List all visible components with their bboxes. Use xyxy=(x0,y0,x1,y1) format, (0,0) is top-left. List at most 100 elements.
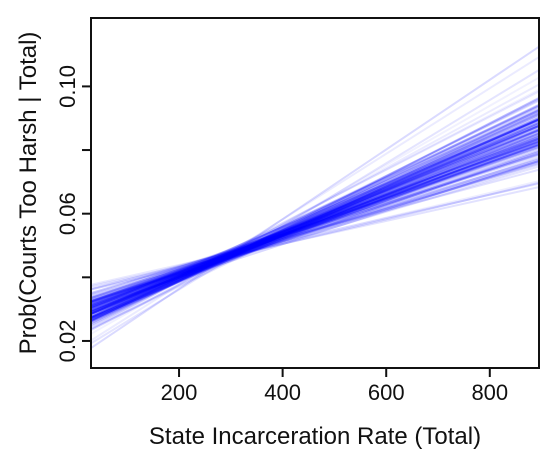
simulated-line xyxy=(91,139,539,310)
simulated-line xyxy=(91,137,539,303)
simulated-line xyxy=(91,146,539,299)
simulated-line xyxy=(91,143,539,304)
simulated-line xyxy=(91,180,539,290)
simulated-line xyxy=(91,159,539,308)
simulated-line xyxy=(91,119,539,323)
simulated-line xyxy=(91,145,539,307)
simulated-line xyxy=(91,136,539,308)
simulated-line xyxy=(91,113,539,323)
y-axis-title: Prob(Courts Too Harsh | Total) xyxy=(15,32,42,355)
simulated-line xyxy=(91,137,539,316)
simulated-line xyxy=(91,126,539,315)
simulated-line xyxy=(91,117,539,318)
simulated-line xyxy=(91,128,539,319)
simulated-line xyxy=(91,88,539,325)
simulated-line xyxy=(91,104,539,319)
simulated-line xyxy=(91,125,539,315)
simulated-line xyxy=(91,157,539,303)
simulated-line xyxy=(91,123,539,314)
simulated-line xyxy=(91,168,539,291)
simulated-line xyxy=(91,131,539,312)
simulated-line xyxy=(91,90,539,323)
simulated-line xyxy=(91,139,539,306)
simulated-line xyxy=(91,146,539,305)
simulated-line xyxy=(91,135,539,309)
simulated-line xyxy=(91,108,539,330)
simulated-line xyxy=(91,135,539,309)
y-tick-label: 0.10 xyxy=(55,65,80,108)
simulated-line xyxy=(91,99,539,322)
simulated-line xyxy=(91,182,539,286)
y-axis: 0.02 0.06 0.10 xyxy=(55,65,91,362)
simulated-line xyxy=(91,104,539,325)
simulated-line xyxy=(91,159,539,299)
simulated-line xyxy=(91,125,539,310)
simulated-line xyxy=(91,142,539,312)
simulated-line xyxy=(91,149,539,308)
simulated-line xyxy=(91,83,539,331)
simulated-line xyxy=(91,160,539,303)
simulated-line xyxy=(91,103,539,325)
simulated-line xyxy=(91,140,539,304)
simulated-line xyxy=(91,123,539,313)
simulated-line xyxy=(91,163,539,303)
simulated-line xyxy=(91,153,539,302)
simulated-line xyxy=(91,112,539,322)
simulated-line xyxy=(91,134,539,310)
simulated-line xyxy=(91,124,539,316)
simulated-line xyxy=(91,161,539,301)
x-axis: 200 400 600 800 xyxy=(161,368,508,405)
simulated-line xyxy=(91,141,539,306)
simulated-line xyxy=(91,97,539,328)
simulated-line xyxy=(91,113,539,318)
simulated-line xyxy=(91,158,539,294)
simulated-line xyxy=(91,107,539,314)
simulated-line xyxy=(91,141,539,303)
simulated-line xyxy=(91,118,539,309)
simulated-line xyxy=(91,143,539,303)
simulated-line xyxy=(91,186,539,288)
simulated-line xyxy=(91,165,539,301)
simulated-line xyxy=(91,138,539,312)
simulated-line xyxy=(91,96,539,332)
simulated-line xyxy=(91,140,539,308)
simulated-line xyxy=(91,155,539,296)
simulated-line xyxy=(91,117,539,318)
simulated-line xyxy=(91,121,539,315)
simulated-line xyxy=(91,121,539,321)
simulated-line xyxy=(91,109,539,325)
simulated-line xyxy=(91,137,539,303)
x-tick-label: 200 xyxy=(161,380,198,405)
simulated-line xyxy=(91,129,539,309)
simulated-line xyxy=(91,145,539,301)
simulated-line xyxy=(91,129,539,312)
simulated-line xyxy=(91,105,539,315)
simulated-line xyxy=(91,144,539,303)
simulated-line xyxy=(91,135,539,312)
x-tick-label: 600 xyxy=(368,380,405,405)
simulated-line xyxy=(91,150,539,307)
simulated-line xyxy=(91,121,539,319)
simulated-line xyxy=(91,140,539,306)
simulated-line xyxy=(91,118,539,322)
simulated-line xyxy=(91,161,539,299)
simulated-line xyxy=(91,148,539,306)
simulated-line xyxy=(91,109,539,320)
simulated-line xyxy=(91,129,539,316)
simulated-line xyxy=(91,108,539,322)
simulated-line xyxy=(91,152,539,307)
simulated-line xyxy=(91,118,539,316)
simulated-line xyxy=(91,119,539,319)
simulated-line xyxy=(91,121,539,321)
simulated-line xyxy=(91,117,539,320)
x-tick-label: 800 xyxy=(471,380,508,405)
simulated-line xyxy=(91,76,539,335)
x-axis-title: State Incarceration Rate (Total) xyxy=(149,423,481,450)
simulated-line xyxy=(91,118,539,320)
plot-frame xyxy=(90,17,540,369)
simulated-line xyxy=(91,125,539,321)
simulated-line xyxy=(91,143,539,307)
simulated-line xyxy=(91,124,539,315)
simulated-line xyxy=(91,129,539,319)
simulated-line xyxy=(91,138,539,312)
